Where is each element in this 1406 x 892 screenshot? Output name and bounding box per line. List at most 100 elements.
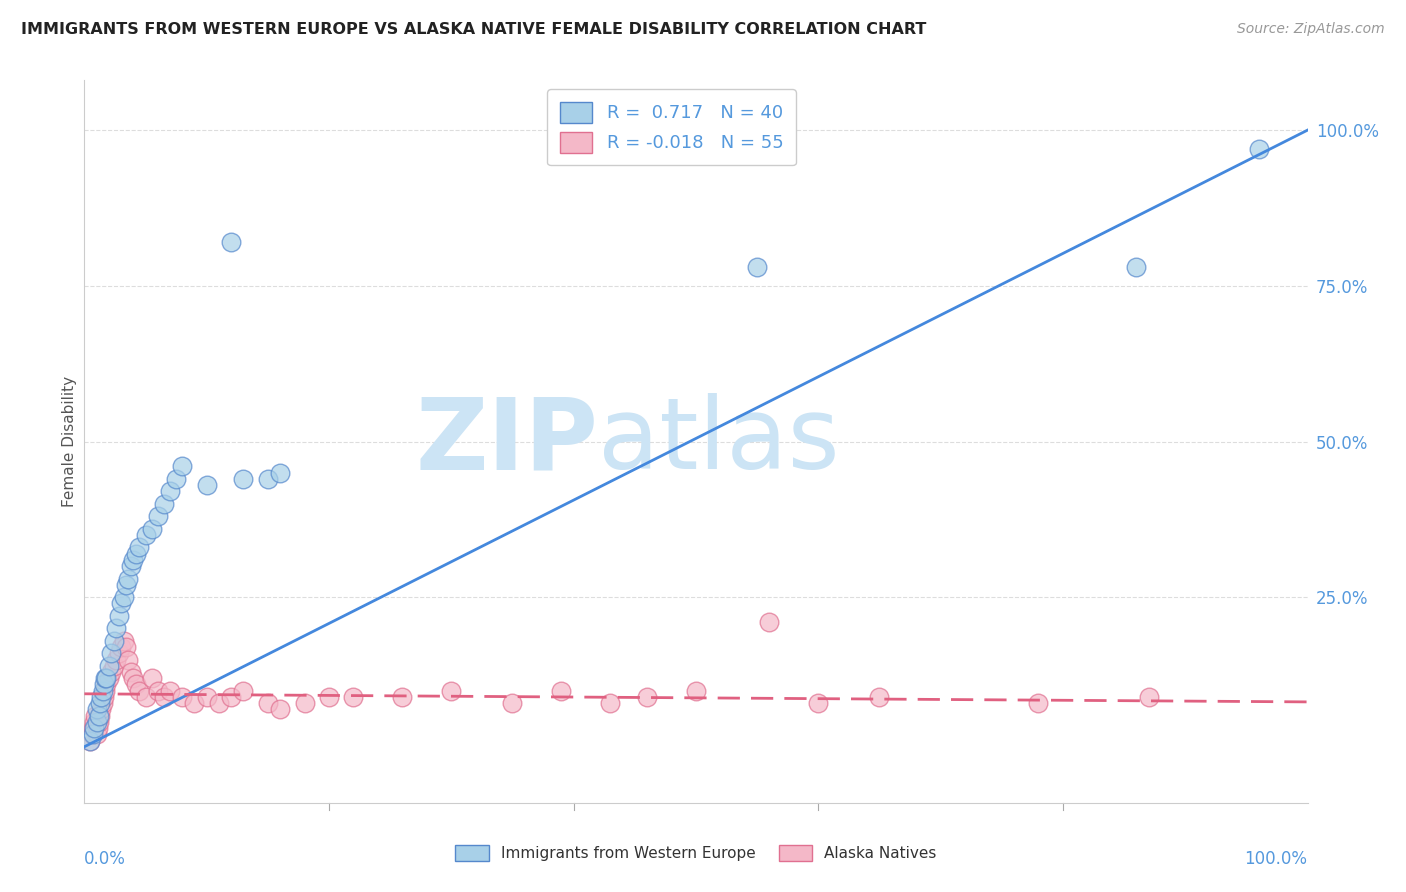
Point [91,683,114,698]
Point [89,696,111,710]
Point [89,708,111,723]
Point [91,696,114,710]
Point [391,690,413,704]
Point [103,658,125,673]
Point [117,652,139,666]
Text: atlas: atlas [598,393,839,490]
Point [105,652,128,666]
Point [120,559,142,574]
Point [87,714,110,729]
Point [79,733,101,747]
Point [146,509,169,524]
Point [97,671,120,685]
Point [685,683,707,698]
Point [103,633,125,648]
Point [758,615,780,630]
Point [807,696,830,710]
Point [342,690,364,704]
Point [79,733,101,747]
Point [96,677,118,691]
Point [84,708,107,723]
Point [80,727,103,741]
Point [83,721,105,735]
Point [208,696,231,710]
Point [110,597,132,611]
Point [86,727,108,741]
Point [153,690,176,704]
Point [94,671,117,685]
Point [135,690,157,704]
Point [90,690,112,704]
Point [100,646,122,660]
Point [112,633,135,648]
Point [1125,260,1147,274]
Point [172,459,194,474]
Point [172,690,194,704]
Point [232,472,254,486]
Text: ZIP: ZIP [415,393,598,490]
Point [141,671,163,685]
Point [82,727,104,741]
Point [117,572,139,586]
Point [599,696,621,710]
Point [115,578,138,592]
Point [159,484,181,499]
Point [82,721,104,735]
Point [87,708,110,723]
Point [128,683,150,698]
Point [125,677,148,691]
Point [502,696,524,710]
Point [153,497,176,511]
Point [257,696,280,710]
Point [86,702,108,716]
Text: IMMIGRANTS FROM WESTERN EUROPE VS ALASKA NATIVE FEMALE DISABILITY CORRELATION CH: IMMIGRANTS FROM WESTERN EUROPE VS ALASKA… [21,22,927,37]
Point [183,696,205,710]
Point [165,472,187,486]
Text: Source: ZipAtlas.com: Source: ZipAtlas.com [1237,22,1385,37]
Point [195,478,218,492]
Point [318,690,340,704]
Point [294,696,316,710]
Point [97,658,120,673]
Point [125,547,148,561]
Legend: Immigrants from Western Europe, Alaska Natives: Immigrants from Western Europe, Alaska N… [449,839,943,867]
Point [105,621,128,635]
Point [747,260,769,274]
Point [115,640,138,654]
Text: 0.0%: 0.0% [84,850,127,868]
Point [146,683,169,698]
Point [195,690,218,704]
Point [550,683,572,698]
Point [636,690,658,704]
Point [110,640,132,654]
Point [219,235,242,250]
Point [869,690,891,704]
Point [440,683,463,698]
Point [232,683,254,698]
Point [122,671,145,685]
Point [83,714,105,729]
Point [112,591,135,605]
Point [1247,142,1270,156]
Y-axis label: Female Disability: Female Disability [62,376,77,508]
Point [120,665,142,679]
Point [135,528,157,542]
Point [107,646,129,660]
Point [93,677,115,691]
Point [100,665,122,679]
Point [93,690,115,704]
Point [128,541,150,555]
Point [96,671,118,685]
Point [87,721,110,735]
Point [94,683,117,698]
Point [159,683,181,698]
Point [107,609,129,624]
Point [269,702,291,716]
Point [257,472,280,486]
Point [86,714,108,729]
Point [90,702,112,716]
Point [141,522,163,536]
Point [219,690,242,704]
Text: 100.0%: 100.0% [1244,850,1308,868]
Point [1137,690,1160,704]
